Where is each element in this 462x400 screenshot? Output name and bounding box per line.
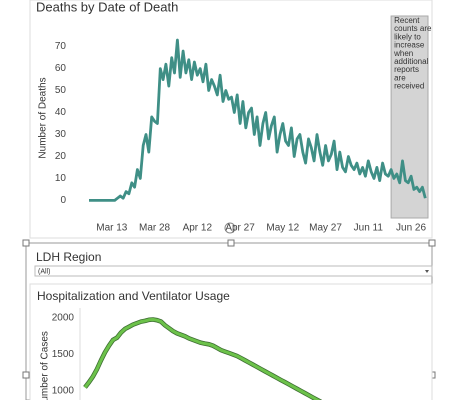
y-tick-label: 1500	[52, 349, 75, 360]
y-tick-label: 2000	[52, 313, 75, 324]
x-tick-label: Jun 11	[354, 223, 384, 234]
y-tick-label: 40	[55, 107, 67, 118]
annotation-line: are	[394, 74, 406, 83]
line	[89, 38, 427, 202]
y-tick-label: 30	[55, 129, 67, 140]
annotation: Recent counts are likely to increase when add…	[393, 16, 432, 91]
annotation-line: Recent	[394, 16, 420, 25]
handle-icon	[224, 222, 236, 234]
hospital-panel	[29, 283, 433, 400]
dropdown-arrow	[425, 270, 429, 273]
filter-dropdown[interactable]	[34, 265, 433, 277]
filter-value: (All)	[38, 268, 50, 275]
x-tick-label: Mar 28	[139, 223, 171, 234]
x-tick-label: Apr 12	[183, 223, 213, 234]
annotation-line: reports	[394, 65, 419, 74]
shaded-region	[390, 15, 429, 219]
y-tick-label: 10	[55, 173, 67, 184]
x-tick-label: Mar 13	[96, 223, 128, 234]
y-tick-label: 60	[55, 63, 67, 74]
x-tick-label: Apr 27	[225, 223, 255, 234]
annotation-line: when	[393, 49, 413, 58]
y-tick-label: 70	[55, 41, 67, 52]
y-axis-label: Number of Deaths	[38, 77, 49, 158]
y-tick-label: 0	[60, 195, 66, 206]
deaths-panel	[29, 0, 433, 239]
handle	[22, 371, 30, 379]
annotation-line: additional	[394, 57, 428, 66]
y-tick-label: 1000	[52, 386, 75, 397]
chart-title: Deaths by Date of Death	[36, 0, 178, 14]
line	[83, 318, 321, 400]
annotation-line: likely to	[394, 33, 421, 42]
annotation-line: counts are	[394, 24, 432, 33]
x-tick-label: Jun 26	[396, 223, 426, 234]
handle	[227, 239, 235, 247]
annotation-line: received	[394, 82, 424, 91]
chart-title: Hospitalization and Ventilator Usage	[37, 289, 230, 303]
y-tick-label: 20	[55, 151, 67, 162]
x-tick-label: May 12	[266, 223, 299, 234]
annotation-line: increase	[394, 41, 425, 50]
handle	[22, 239, 30, 247]
filter-label: LDH Region	[36, 250, 101, 264]
y-axis-label: Number of Cases	[40, 331, 51, 400]
x-tick-label: May 27	[309, 223, 342, 234]
handle	[428, 239, 436, 247]
y-tick-label: 50	[55, 85, 67, 96]
